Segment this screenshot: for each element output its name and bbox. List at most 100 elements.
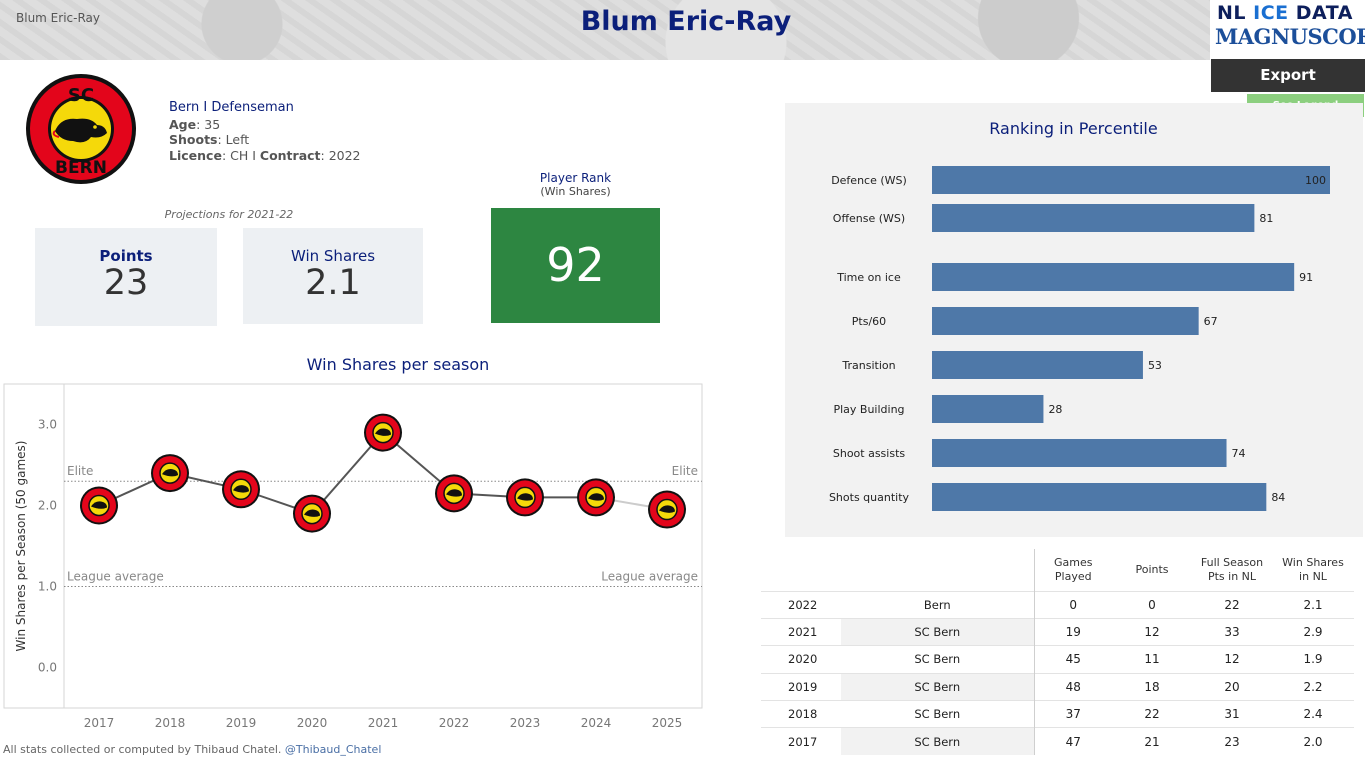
bar-value-label: 74: [1232, 447, 1246, 460]
player-rank-subtitle: (Win Shares): [540, 185, 611, 198]
category-label: Time on ice: [836, 271, 901, 284]
data-point: [364, 413, 402, 452]
table-cell: 33: [1192, 617, 1272, 646]
table-header: [841, 549, 1034, 591]
table-cell: 47: [1033, 727, 1112, 756]
player-info: Bern I Defenseman Age: 35 Shoots: Left L…: [169, 100, 361, 163]
season-stats-table: Games Played Points Full Season Pts in NL Win…: [761, 549, 1354, 756]
table-cell: 2.4: [1272, 700, 1354, 728]
table-cell: 11: [1112, 645, 1192, 674]
footer-credit: All stats collected or computed by Thiba…: [3, 743, 381, 756]
ws-line-chart: 0.0 1.0 2.0 3.0 Win Shares per Season (50 ga…: [3, 383, 703, 730]
table-cell: 0: [1112, 590, 1192, 619]
category-label: Shots quantity: [829, 491, 910, 504]
table-cell: 23: [1192, 727, 1272, 756]
category-label: Offense (WS): [833, 212, 905, 225]
table-row: 2020 SC Bern 45 11 12 1.9: [761, 645, 1354, 674]
points-value: 23: [103, 263, 149, 303]
data-point: [435, 474, 473, 513]
table-cell: SC Bern: [841, 672, 1034, 701]
bar-value-label: 81: [1259, 212, 1273, 225]
y-axis-label: Win Shares per Season (50 games): [14, 441, 28, 652]
table-row: 2018 SC Bern 37 22 31 2.4: [761, 700, 1354, 728]
x-tick-label: 2020: [297, 716, 328, 730]
table-cell: 31: [1192, 700, 1272, 728]
table-row: 2017 SC Bern 47 21 23 2.0: [761, 727, 1354, 756]
table-header: Win Shares in NL: [1282, 555, 1344, 583]
brand-logo: NL ICE DATA MAGNUSCORSI: [1211, 0, 1365, 58]
bar-value-label: 53: [1148, 359, 1162, 372]
win-shares-card: Win Shares 2.1: [243, 228, 423, 324]
win-shares-value: 2.1: [305, 263, 361, 303]
y-tick-label: 3.0: [38, 418, 57, 432]
table-cell: SC Bern: [841, 727, 1034, 756]
x-tick-label: 2019: [226, 716, 257, 730]
category-label: Pts/60: [852, 315, 886, 328]
table-cell: 12: [1192, 645, 1272, 674]
map-background: [0, 0, 1210, 60]
table-cell: 2020: [761, 645, 841, 674]
brand-data: DATA: [1295, 2, 1353, 24]
brand-magnuscorsi: MAGNUSCORSI: [1215, 24, 1365, 49]
page-title: Blum Eric-Ray: [580, 6, 792, 37]
table-cell: 2017: [761, 727, 841, 756]
x-tick-label: 2018: [155, 716, 186, 730]
header-banner: Blum Eric-Ray Blum Eric-Ray: [0, 0, 1210, 60]
table-cell: 19: [1033, 617, 1112, 646]
percentile-bar: [932, 307, 1199, 335]
table-row: 2021 SC Bern 19 12 33 2.9: [761, 617, 1354, 646]
category-label: Shoot assists: [833, 447, 906, 460]
bar-value-label: 28: [1048, 403, 1062, 416]
shoots-row: Shoots: Left: [169, 132, 250, 147]
data-point: [222, 470, 260, 509]
data-point: [577, 478, 615, 517]
table-cell: 22: [1192, 590, 1272, 619]
bar-value-label: 100: [1305, 174, 1326, 187]
table-cell: 22: [1112, 700, 1192, 728]
x-tick-label: 2024: [581, 716, 612, 730]
table-cell: 2.0: [1272, 727, 1354, 756]
twitter-handle-link[interactable]: @Thibaud_Chatel: [284, 743, 382, 756]
data-point: [293, 494, 331, 533]
y-tick-label: 1.0: [38, 580, 57, 594]
x-tick-label: 2017: [84, 716, 115, 730]
x-tick-label: 2023: [510, 716, 541, 730]
category-label: Transition: [841, 359, 895, 372]
data-point: [80, 486, 118, 525]
footer-text: All stats collected or computed by Thiba…: [3, 743, 285, 756]
percentile-bar: [932, 204, 1255, 232]
export-button[interactable]: Export: [1211, 59, 1365, 92]
sc-bern-logo: SC BERN: [26, 74, 136, 184]
table-cell: SC Bern: [841, 645, 1034, 674]
table-cell: 2022: [761, 590, 841, 619]
percentile-bar: [932, 439, 1227, 467]
bar-value-label: 91: [1299, 271, 1313, 284]
percentile-bar: [932, 351, 1143, 379]
win-shares-label: Win Shares: [290, 247, 376, 265]
brand-ice: ICE: [1253, 2, 1289, 24]
table-cell: 0: [1033, 590, 1112, 619]
x-tick-label: 2022: [439, 716, 470, 730]
reference-label-right: League average: [601, 570, 698, 584]
breadcrumb: Blum Eric-Ray: [16, 11, 100, 25]
category-label: Play Building: [833, 403, 904, 416]
percentile-bar-chart: Defence (WS) 100 Offense (WS) 81 Time on ice…: [829, 166, 1330, 511]
table-cell: 45: [1033, 645, 1112, 674]
reference-label-right: Elite: [672, 464, 698, 478]
percentile-bar: [932, 166, 1330, 194]
points-card: Points 23: [35, 228, 217, 326]
table-cell: 12: [1112, 617, 1192, 646]
reference-label-left: League average: [67, 570, 164, 584]
table-header: Points: [1135, 562, 1169, 576]
percentile-panel: Ranking in Percentile Defence (WS) 100 Off…: [785, 103, 1363, 537]
table-cell: 18: [1112, 672, 1192, 701]
table-cell: 37: [1033, 700, 1112, 728]
x-tick-label: 2021: [368, 716, 399, 730]
ws-chart-title: Win Shares per season: [306, 355, 490, 374]
table-cell: 2019: [761, 672, 841, 701]
age-row: Age: 35: [169, 116, 221, 132]
percentile-bar: [932, 263, 1295, 291]
table-cell: 21: [1112, 727, 1192, 756]
logo-text-bottom: BERN: [55, 158, 107, 178]
y-tick-label: 2.0: [38, 499, 57, 513]
